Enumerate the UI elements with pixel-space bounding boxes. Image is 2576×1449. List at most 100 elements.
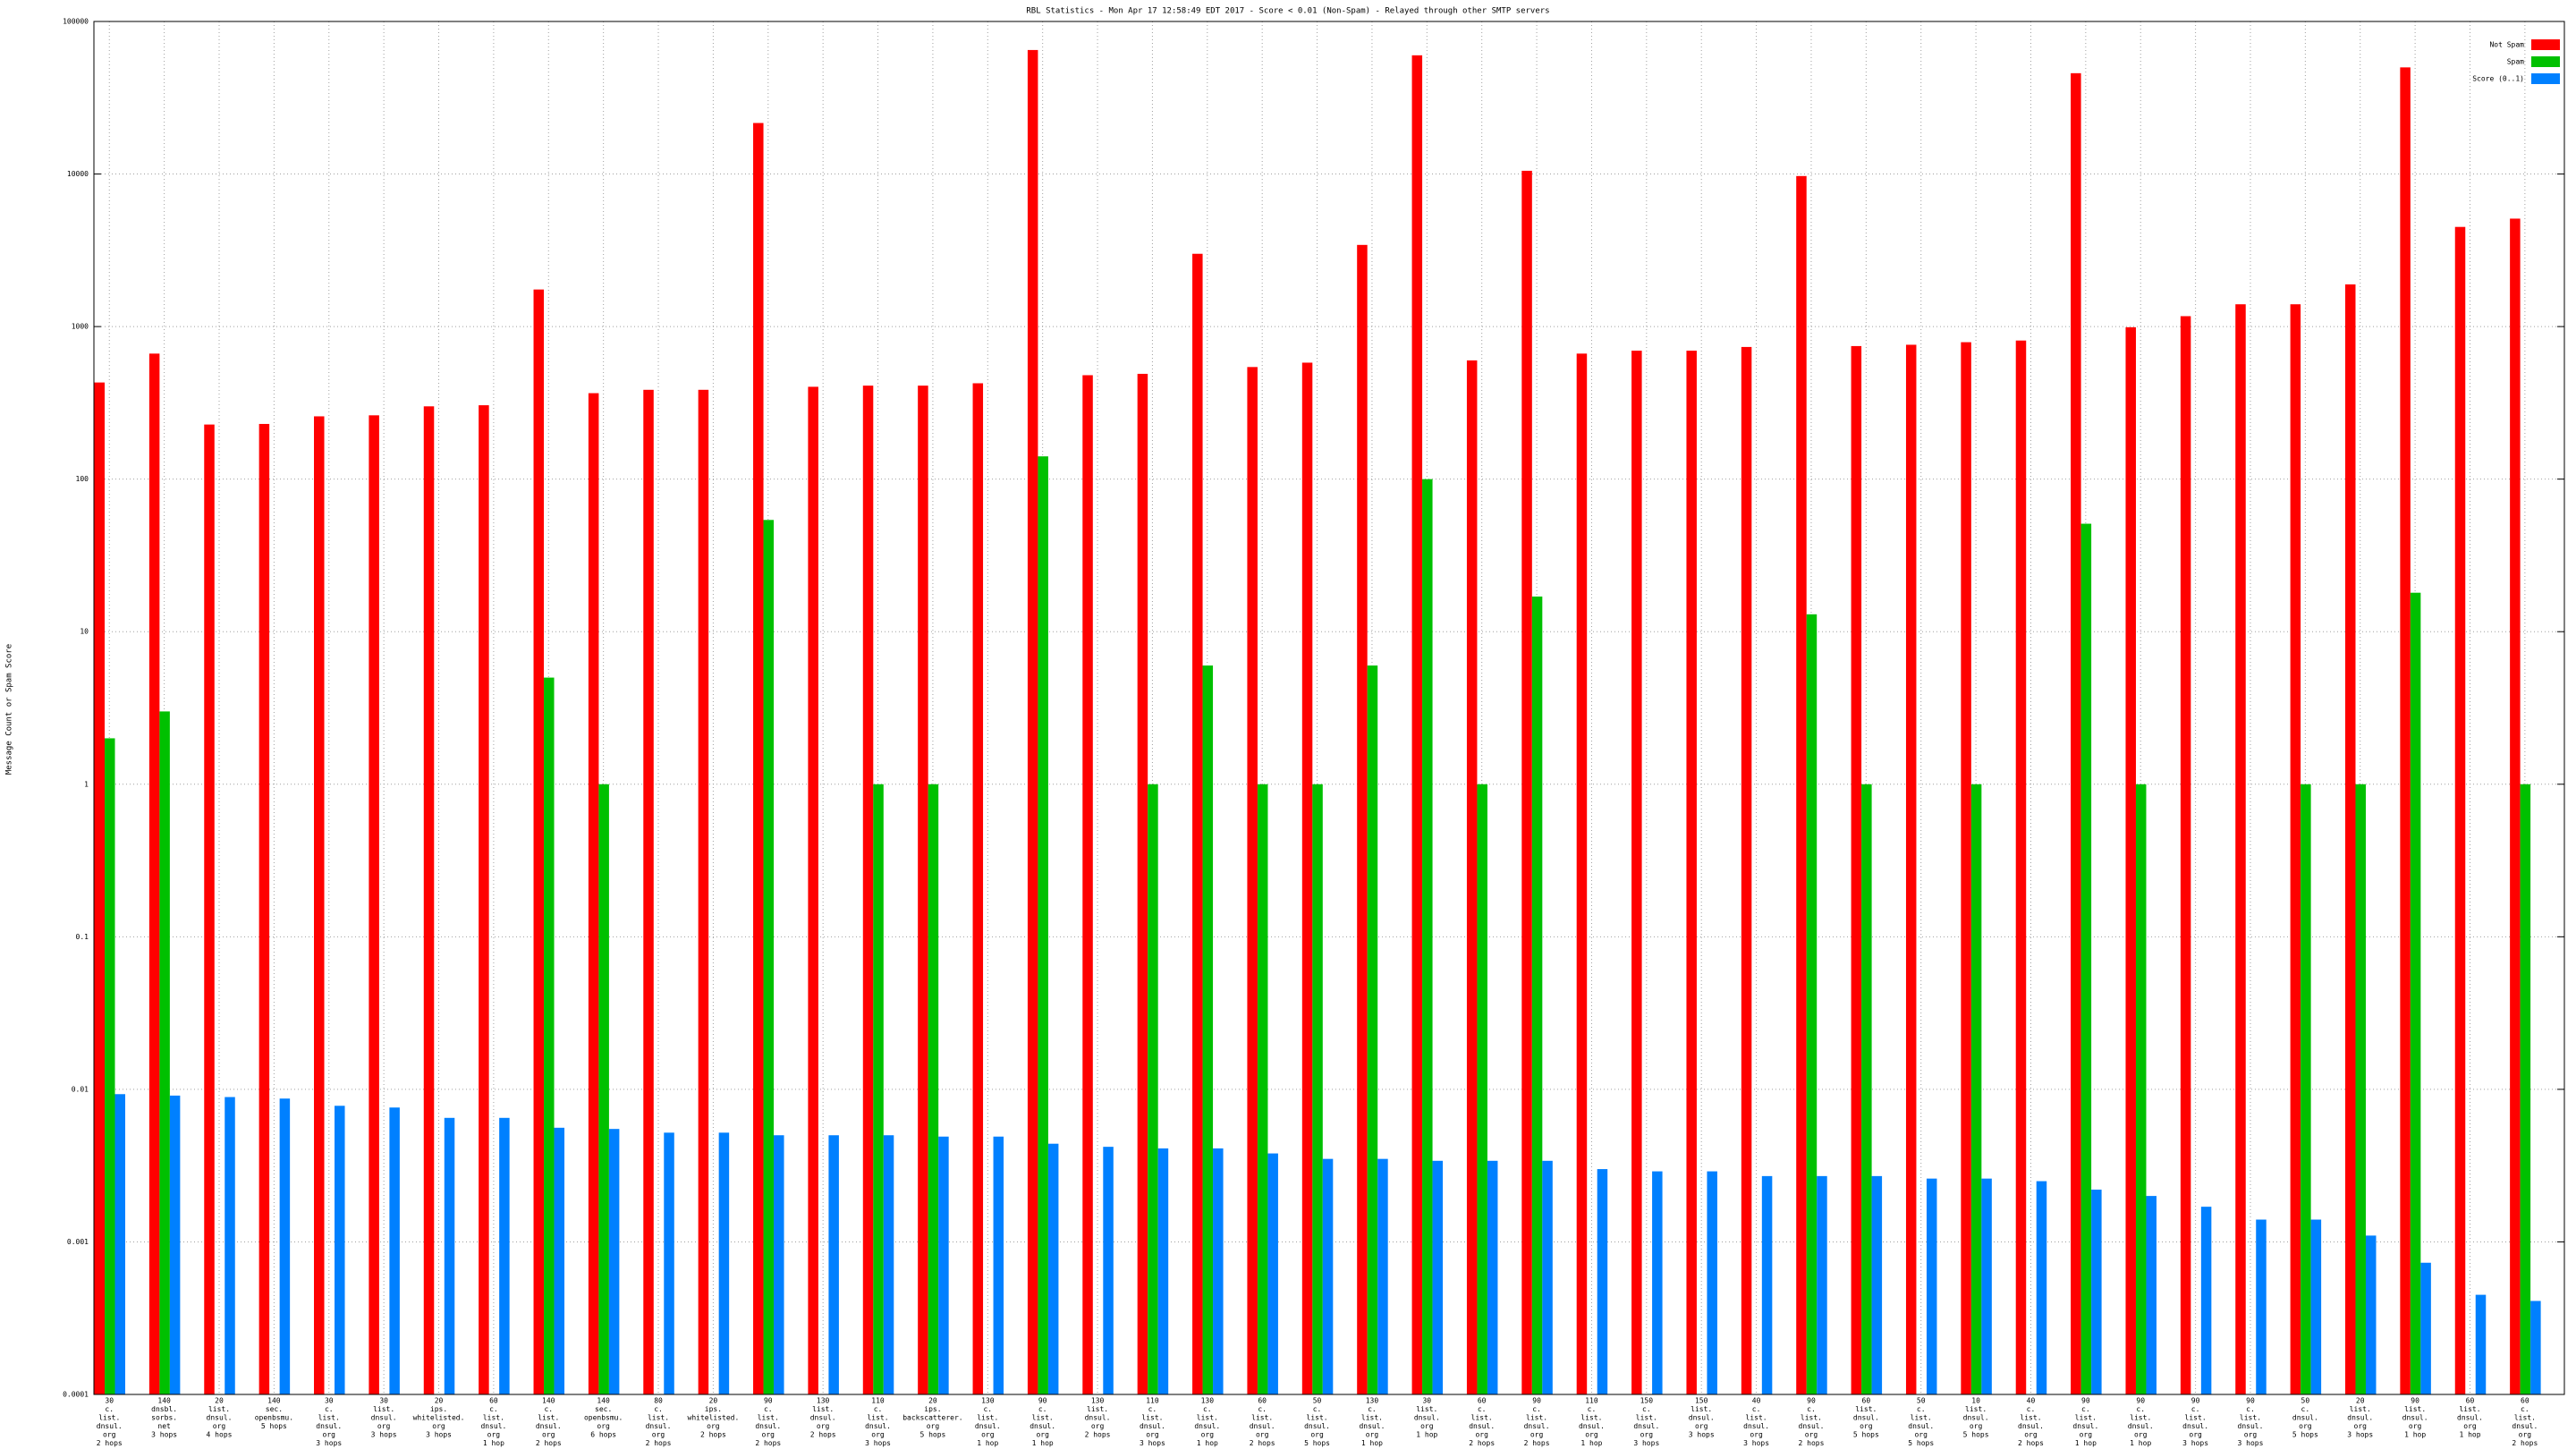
x-tick-label: 90 xyxy=(2136,1397,2145,1405)
x-tick-label: org xyxy=(2134,1431,2148,1439)
y-tick-label: 0.01 xyxy=(72,1085,89,1093)
x-tick-label: list. xyxy=(2459,1405,2480,1413)
x-tick-label: list. xyxy=(1965,1405,1987,1413)
bar xyxy=(1851,345,1862,1395)
bar xyxy=(444,1117,455,1394)
bar xyxy=(1047,1143,1059,1394)
x-tick-label: org xyxy=(871,1431,885,1439)
bar xyxy=(1817,1175,1827,1394)
x-tick-label: 20 xyxy=(709,1397,718,1405)
x-tick-label: 130 xyxy=(1091,1397,1105,1405)
x-tick-label: 3 hops xyxy=(1633,1439,1659,1447)
x-tick-label: dnsul. xyxy=(1963,1414,1989,1422)
bar xyxy=(1432,1160,1444,1394)
x-tick-label: 5 hops xyxy=(1304,1439,1330,1447)
x-tick-label: c. xyxy=(1642,1405,1651,1413)
y-tick-label: 100000 xyxy=(63,18,89,26)
bar xyxy=(1038,456,1048,1394)
x-tick-label: c. xyxy=(654,1405,663,1413)
x-tick-label: 90 xyxy=(1532,1397,1541,1405)
x-tick-label: 30 xyxy=(379,1397,388,1405)
bar xyxy=(862,386,874,1395)
x-tick-label: dnsul. xyxy=(2018,1422,2044,1430)
x-tick-label: 1 hop xyxy=(1361,1439,1383,1447)
y-tick-label: 0.001 xyxy=(67,1238,89,1246)
bar xyxy=(938,1136,949,1394)
x-tick-label: 1 hop xyxy=(2404,1431,2426,1439)
x-tick-label: 60 xyxy=(1862,1397,1871,1405)
bar xyxy=(114,1094,125,1394)
bar xyxy=(499,1117,510,1394)
bar xyxy=(2530,1301,2541,1394)
x-tick-label: c. xyxy=(983,1405,992,1413)
x-tick-label: 140 xyxy=(267,1397,281,1405)
x-tick-label: dnsul. xyxy=(2182,1422,2208,1430)
bar xyxy=(1257,784,1268,1394)
x-tick-label: org xyxy=(927,1422,940,1430)
x-tick-label: 20 xyxy=(435,1397,444,1405)
bar xyxy=(105,738,115,1394)
x-tick-label: list. xyxy=(1307,1414,1328,1422)
x-tick-label: 110 xyxy=(1146,1397,1159,1405)
legend-swatch xyxy=(2531,56,2560,67)
x-tick-label: 2 hops xyxy=(1799,1439,1825,1447)
x-tick-label: dnsul. xyxy=(1194,1422,1220,1430)
x-tick-label: list. xyxy=(2185,1414,2207,1422)
x-tick-label: c. xyxy=(1038,1405,1047,1413)
x-tick-label: list. xyxy=(1416,1405,1437,1413)
x-tick-label: org xyxy=(2244,1431,2258,1439)
x-tick-label: 50 xyxy=(1917,1397,1926,1405)
bar xyxy=(1542,1160,1553,1394)
x-tick-label: 60 xyxy=(1258,1397,1267,1405)
bar xyxy=(918,386,928,1395)
bar xyxy=(1027,49,1038,1394)
x-tick-label: c. xyxy=(874,1405,883,1413)
x-tick-label: org xyxy=(2299,1422,2312,1430)
bar xyxy=(1576,353,1588,1395)
bar xyxy=(1981,1178,1992,1394)
bar xyxy=(1487,1160,1498,1394)
legend-label: Not Spam xyxy=(2489,41,2524,49)
x-tick-label: dnsul. xyxy=(1414,1414,1440,1422)
x-tick-label: org xyxy=(1640,1431,1654,1439)
x-tick-label: list. xyxy=(208,1405,230,1413)
x-tick-label: dnsul. xyxy=(1908,1422,1934,1430)
x-tick-label: dnsul. xyxy=(2072,1422,2098,1430)
x-tick-label: 90 xyxy=(1807,1397,1816,1405)
x-tick-label: dnsul. xyxy=(2292,1414,2318,1422)
x-tick-label: org xyxy=(707,1422,720,1430)
legend-label: Spam xyxy=(2507,58,2524,66)
x-tick-label: list. xyxy=(373,1405,394,1413)
x-tick-label: 50 xyxy=(1313,1397,1322,1405)
x-tick-label: dnsul. xyxy=(646,1422,672,1430)
x-tick-label: 130 xyxy=(981,1397,995,1405)
x-tick-label: 5 hops xyxy=(261,1422,287,1430)
x-tick-label: 40 xyxy=(1752,1397,1761,1405)
x-tick-label: 3 hops xyxy=(1743,1439,1769,1447)
y-tick-label: 0.1 xyxy=(76,933,89,941)
x-tick-label: 40 xyxy=(2027,1397,2036,1405)
bar xyxy=(94,382,105,1394)
bar xyxy=(828,1135,839,1394)
x-tick-label: 1 hop xyxy=(1197,1439,1218,1447)
x-tick-label: dnsul. xyxy=(2238,1422,2264,1430)
x-tick-label: org xyxy=(1530,1431,1544,1439)
x-tick-label: 50 xyxy=(2301,1397,2310,1405)
x-tick-label: list. xyxy=(2130,1414,2151,1422)
x-tick-label: 2 hops xyxy=(646,1439,672,1447)
x-tick-label: 3 hops xyxy=(1689,1431,1715,1439)
x-tick-label: dnsul. xyxy=(371,1414,397,1422)
bar xyxy=(873,784,884,1394)
x-tick-label: 60 xyxy=(1478,1397,1487,1405)
x-tick-label: 140 xyxy=(597,1397,610,1405)
legend-label: Score (0..1) xyxy=(2472,75,2524,83)
x-tick-label: dnsul. xyxy=(865,1422,891,1430)
x-tick-label: 90 xyxy=(764,1397,773,1405)
x-tick-label: 1 hop xyxy=(977,1439,998,1447)
x-tick-label: 2 hops xyxy=(2512,1439,2538,1447)
x-tick-label: 90 xyxy=(2081,1397,2090,1405)
x-tick-label: org xyxy=(2463,1422,2477,1430)
x-tick-label: 30 xyxy=(325,1397,334,1405)
x-tick-label: 1 hop xyxy=(2075,1439,2097,1447)
bar xyxy=(1301,362,1313,1395)
